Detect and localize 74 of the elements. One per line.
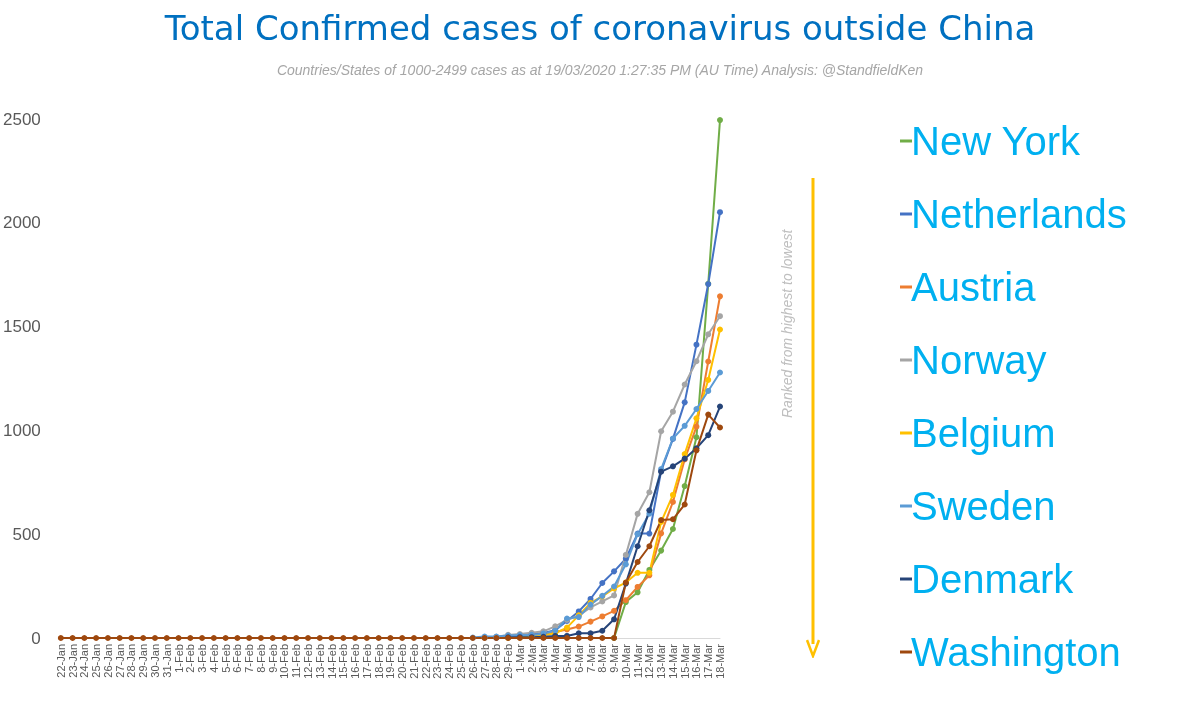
x-tick-label: 8-Feb bbox=[254, 644, 267, 673]
text: Ranked from highest to lowest bbox=[779, 228, 795, 418]
x-tick-label: 13-Mar bbox=[655, 643, 668, 679]
x-tick-label: 8-Mar bbox=[596, 643, 609, 673]
x-tick-label: 30-Jan bbox=[148, 644, 161, 678]
x-tick-label: 5-Feb bbox=[219, 644, 232, 673]
x-tick-label: 6-Mar bbox=[572, 643, 585, 673]
x-tick-label: 11-Mar bbox=[631, 643, 644, 679]
legend-label: Netherlands bbox=[911, 192, 1127, 236]
x-tick-label: 9-Mar bbox=[608, 643, 621, 673]
x-tick-label: 24-Jan bbox=[78, 644, 91, 678]
x-tick-label: 25-Jan bbox=[90, 644, 103, 678]
x-tick-label: 11-Feb bbox=[290, 644, 303, 679]
x-tick-label: 12-Feb bbox=[302, 644, 315, 679]
x-tick-label: 9-Feb bbox=[266, 644, 279, 673]
x-tick-label: 22-Feb bbox=[419, 644, 432, 679]
x-tick-label: 23-Feb bbox=[431, 644, 444, 679]
y-tick-label: 2500 bbox=[2, 109, 41, 129]
legend-label: Sweden bbox=[911, 484, 1056, 528]
x-tick-label: 13-Feb bbox=[313, 644, 326, 679]
x-tick-label: 28-Feb bbox=[490, 644, 503, 679]
legend-label: Belgium bbox=[911, 411, 1056, 455]
legend-label: Norway bbox=[911, 338, 1047, 382]
x-tick-label: 1-Mar bbox=[513, 643, 526, 673]
x-tick-label: 7-Mar bbox=[584, 643, 597, 673]
x-tick-label: 15-Feb bbox=[337, 644, 350, 679]
y-tick-label: 2000 bbox=[2, 213, 41, 233]
chart-subtitle: Countries/States of 1000-2499 cases as at 19/03/2020 1:27:35 PM (AU Time) Analysis: @StandfieldKen bbox=[276, 62, 924, 78]
x-tick-label: 3-Feb bbox=[196, 644, 209, 673]
x-tick-label: 27-Jan bbox=[113, 644, 126, 678]
legend-label: Washington bbox=[911, 630, 1121, 674]
x-tick-label: 4-Mar bbox=[549, 643, 562, 673]
x-tick-label: 2-Feb bbox=[184, 644, 197, 673]
x-tick-label: 23-Jan bbox=[66, 644, 79, 678]
x-tick-label: 17-Feb bbox=[360, 644, 373, 679]
x-tick-label: 29-Jan bbox=[137, 644, 150, 678]
x-tick-label: 7-Feb bbox=[243, 644, 256, 673]
chart-title: Total Confirmed cases of coronavirus outside China bbox=[163, 8, 1036, 48]
x-tick-label: 28-Jan bbox=[125, 644, 138, 678]
x-tick-label: 4-Feb bbox=[207, 644, 220, 673]
x-tick-label: 16-Feb bbox=[349, 644, 362, 679]
y-tick-label: 1500 bbox=[2, 317, 41, 337]
x-tick-label: 27-Feb bbox=[478, 644, 491, 679]
legend-label: Denmark bbox=[911, 557, 1075, 601]
x-tick-label: 10-Mar bbox=[619, 643, 632, 679]
x-tick-label: 14-Mar bbox=[666, 643, 679, 679]
x-tick-label: 6-Feb bbox=[231, 644, 244, 673]
x-tick-label: 31-Jan bbox=[160, 644, 173, 678]
x-tick-label: 12-Mar bbox=[643, 643, 656, 679]
x-tick-label: 10-Feb bbox=[278, 644, 291, 679]
y-tick-label: 1000 bbox=[2, 420, 41, 440]
x-tick-label: 18-Feb bbox=[372, 644, 385, 679]
x-tick-label: 26-Feb bbox=[466, 644, 479, 679]
x-tick-label: 22-Jan bbox=[54, 644, 67, 678]
x-tick-label: 24-Feb bbox=[443, 644, 456, 679]
x-tick-label: 19-Feb bbox=[384, 644, 397, 679]
x-tick-label: 16-Mar bbox=[690, 643, 703, 679]
y-tick-label: 500 bbox=[12, 524, 41, 544]
x-tick-label: 26-Jan bbox=[101, 644, 114, 678]
x-tick-label: 1-Feb bbox=[172, 644, 185, 673]
x-tick-label: 25-Feb bbox=[455, 644, 468, 679]
x-tick-label: 17-Mar bbox=[702, 643, 715, 679]
x-tick-label: 20-Feb bbox=[396, 644, 409, 679]
x-tick-label: 14-Feb bbox=[325, 644, 338, 679]
y-tick-label: 0 bbox=[31, 628, 41, 648]
x-tick-label: 2-Mar bbox=[525, 643, 538, 673]
x-tick-label: 21-Feb bbox=[407, 644, 420, 679]
x-tick-label: 3-Mar bbox=[537, 643, 550, 673]
x-tick-label: 29-Feb bbox=[502, 644, 515, 679]
x-tick-label: 15-Mar bbox=[678, 643, 691, 679]
legend-label: Austria bbox=[911, 265, 1037, 309]
x-tick-label: 18-Mar bbox=[714, 643, 726, 679]
legend-label: New York bbox=[911, 119, 1081, 163]
x-tick-label: 5-Mar bbox=[560, 643, 573, 673]
